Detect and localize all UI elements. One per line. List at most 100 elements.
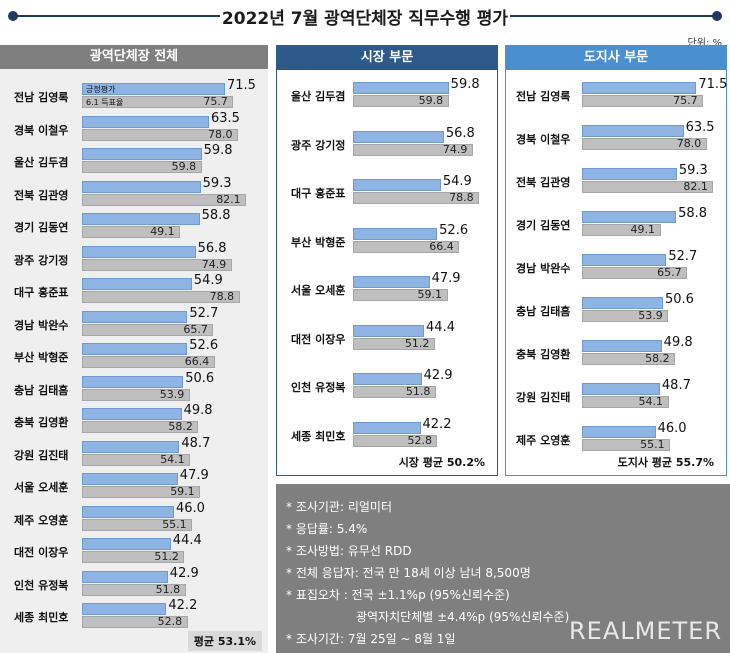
eval-value: 47.9 [179,468,209,483]
eval-bar [353,276,430,288]
target-bar [582,310,669,322]
target-bar [82,388,190,401]
row-label: 경북 이철우 [14,123,69,137]
target-bar [82,518,193,531]
row-label: 부산 박형준 [14,351,69,364]
row-label: 강원 김진태 [14,448,69,462]
eval-bar [82,440,180,453]
target-value: 66.4 [184,355,210,368]
eval-bar [82,278,192,290]
target-bar [353,95,449,107]
eval-value: 59.8 [203,143,233,158]
eval-value: 48.7 [661,378,691,393]
target-bar [82,616,188,628]
target-value: 82.1 [216,192,241,206]
row-label: 울산 김두겸 [291,90,346,103]
target-bar [582,138,707,150]
panel-all: 광역단체장 전체 전남 김영록 71.5 75.7 긍정평가 6.1 득표율 경북 이철우… [0,45,268,653]
target-bar [353,240,460,253]
target-bar [82,583,186,596]
target-value: 54.1 [638,395,664,408]
target-bar [353,434,438,447]
target-value: 55.1 [640,438,665,451]
eval-bar [582,82,697,94]
target-bar [353,289,448,301]
target-bar [582,439,671,451]
target-bar [582,181,714,193]
target-value: 49.1 [150,225,175,238]
eval-bar [82,310,188,323]
eval-value: 71.5 [698,77,728,92]
row-label: 세종 최민호 [14,611,69,624]
row-label: 대전 이장우 [291,332,346,346]
eval-bar [353,227,438,240]
eval-value: 49.8 [663,335,693,350]
row-label: 제주 오영훈 [516,434,571,447]
row-label: 충북 김영환 [14,416,69,429]
average-label: 시장 평균 50.2% [398,456,485,469]
target-bar [82,421,199,433]
target-bar [82,356,215,368]
target-bar [82,161,202,173]
row-label: 강원 김진태 [516,391,571,404]
target-value: 58.2 [168,420,193,433]
target-value: 59.8 [418,94,444,107]
eval-bar [82,343,188,355]
eval-value: 59.3 [202,175,232,191]
row-label: 충남 김태흠 [14,383,69,397]
target-bar [353,337,435,350]
target-bar [82,128,238,141]
panel-city-title: 시장 부문 [277,46,497,70]
eval-bar [582,211,677,223]
note-respondents: * 전체 응답자: 전국 만 18세 이상 남녀 8,500명 [286,566,531,580]
target-value: 51.2 [154,550,179,563]
eval-bar [82,603,167,615]
eval-value: 49.8 [183,403,213,418]
eval-value: 52.6 [439,222,469,238]
note-period: * 조사기간: 7월 25일 ~ 8월 1일 [286,632,456,646]
note-method: * 조사방법: 유무선 RDD [286,544,412,558]
row-label: 대구 홍준표 [14,286,69,299]
unit-label: 단위: % [687,38,722,49]
title-line-right [510,15,716,17]
page-title: 2022년 7월 광역단체장 직무수행 평가 [221,9,509,29]
realmeter-logo: REALMETER [569,617,722,645]
eval-value: 50.6 [664,292,694,307]
eval-value: 59.8 [450,77,480,92]
eval-bar [82,375,184,388]
target-value: 78.8 [209,290,235,303]
eval-bar [82,213,200,225]
eval-bar [582,254,667,266]
row-label: 경기 김동연 [516,219,571,232]
target-bar [82,551,185,563]
eval-value: 42.9 [423,368,453,383]
eval-bar [582,383,660,395]
eval-value: 56.8 [445,125,475,141]
target-bar [82,291,240,303]
target-bar [353,192,480,204]
eval-value: 58.8 [678,206,708,221]
target-value: 59.8 [171,160,197,173]
target-value: 65.7 [183,322,208,336]
target-value: 59.1 [170,485,195,498]
eval-value: 44.4 [426,319,455,335]
target-value: 65.7 [657,266,682,279]
eval-value: 54.9 [442,174,472,189]
target-value: 74.9 [442,142,468,156]
eval-bar [82,538,171,550]
eval-value: 42.2 [168,598,198,613]
survey-notes: * 조사기관: 리얼미터 * 응답률: 5.4% * 조사방법: 유무선 RDD… [276,484,730,653]
eval-value: 52.7 [189,305,219,321]
panel-province: 도지사 부문 전남 김영록 71.5 75.7 경북 이철우 63.5 78.0 전북 김관… [505,45,727,476]
eval-bar [82,83,225,95]
target-value: 82.1 [683,180,708,193]
target-value: 66.4 [429,239,454,253]
title-row: 2022년 7월 광역단체장 직무수행 평가 [0,0,730,32]
panel-city: 시장 부문 울산 김두겸 59.8 59.8 광주 강기정 56.8 74.9 대구 홍준표… [276,45,498,476]
row-label: 경기 김동연 [14,221,69,234]
eval-bar [82,245,196,258]
target-value: 59.1 [417,288,443,301]
eval-value: 42.2 [422,416,452,432]
target-bar [582,353,676,365]
target-bar [353,143,473,156]
